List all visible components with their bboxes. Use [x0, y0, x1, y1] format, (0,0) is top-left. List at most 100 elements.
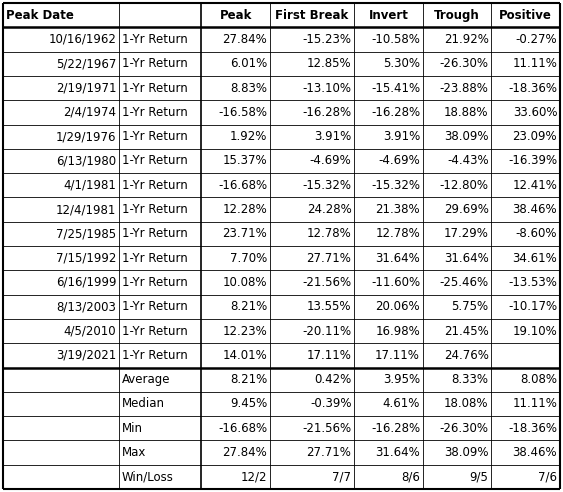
Text: 18.88%: 18.88%: [444, 106, 489, 119]
Text: 7.70%: 7.70%: [230, 251, 267, 265]
Text: -16.39%: -16.39%: [508, 154, 557, 167]
Text: 8.21%: 8.21%: [230, 300, 267, 313]
Text: -26.30%: -26.30%: [440, 57, 489, 70]
Text: -12.80%: -12.80%: [440, 179, 489, 192]
Text: First Break: First Break: [275, 9, 348, 22]
Text: Median: Median: [122, 398, 165, 410]
Text: -10.58%: -10.58%: [371, 33, 420, 46]
Text: 3.91%: 3.91%: [314, 130, 351, 143]
Text: -15.23%: -15.23%: [302, 33, 351, 46]
Text: 12.78%: 12.78%: [307, 227, 351, 241]
Text: -23.88%: -23.88%: [440, 82, 489, 94]
Text: 7/15/1992: 7/15/1992: [56, 251, 116, 265]
Text: Win/Loss: Win/Loss: [122, 470, 174, 483]
Text: 8.08%: 8.08%: [520, 373, 557, 386]
Text: -21.56%: -21.56%: [302, 276, 351, 289]
Text: 1-Yr Return: 1-Yr Return: [122, 325, 187, 338]
Text: 12.28%: 12.28%: [222, 203, 267, 216]
Text: 27.84%: 27.84%: [222, 446, 267, 459]
Text: 17.11%: 17.11%: [375, 349, 420, 362]
Text: 17.29%: 17.29%: [444, 227, 489, 241]
Text: 38.46%: 38.46%: [512, 446, 557, 459]
Text: 5.30%: 5.30%: [383, 57, 420, 70]
Text: 1-Yr Return: 1-Yr Return: [122, 349, 187, 362]
Text: Peak: Peak: [220, 9, 252, 22]
Text: 8.21%: 8.21%: [230, 373, 267, 386]
Text: -13.53%: -13.53%: [508, 276, 557, 289]
Text: -15.32%: -15.32%: [371, 179, 420, 192]
Text: -16.68%: -16.68%: [218, 422, 267, 435]
Text: 8/6: 8/6: [401, 470, 420, 483]
Text: 3.91%: 3.91%: [383, 130, 420, 143]
Text: 6.01%: 6.01%: [230, 57, 267, 70]
Text: 1-Yr Return: 1-Yr Return: [122, 251, 187, 265]
Text: 15.37%: 15.37%: [222, 154, 267, 167]
Text: 1-Yr Return: 1-Yr Return: [122, 179, 187, 192]
Text: 20.06%: 20.06%: [376, 300, 420, 313]
Text: 33.60%: 33.60%: [513, 106, 557, 119]
Text: 27.71%: 27.71%: [307, 446, 351, 459]
Text: 1-Yr Return: 1-Yr Return: [122, 130, 187, 143]
Text: 1-Yr Return: 1-Yr Return: [122, 33, 187, 46]
Text: -16.28%: -16.28%: [371, 106, 420, 119]
Text: Min: Min: [122, 422, 143, 435]
Text: -4.69%: -4.69%: [310, 154, 351, 167]
Text: -21.56%: -21.56%: [302, 422, 351, 435]
Text: -0.27%: -0.27%: [516, 33, 557, 46]
Text: 1-Yr Return: 1-Yr Return: [122, 203, 187, 216]
Text: 29.69%: 29.69%: [444, 203, 489, 216]
Text: -16.28%: -16.28%: [302, 106, 351, 119]
Text: Peak Date: Peak Date: [6, 9, 74, 22]
Text: 10/16/1962: 10/16/1962: [48, 33, 116, 46]
Text: 12.85%: 12.85%: [307, 57, 351, 70]
Text: 2/4/1974: 2/4/1974: [63, 106, 116, 119]
Text: 21.45%: 21.45%: [444, 325, 489, 338]
Text: 7/7: 7/7: [333, 470, 351, 483]
Text: 1-Yr Return: 1-Yr Return: [122, 227, 187, 241]
Text: 9.45%: 9.45%: [230, 398, 267, 410]
Text: 6/13/1980: 6/13/1980: [56, 154, 116, 167]
Text: 27.84%: 27.84%: [222, 33, 267, 46]
Text: 16.98%: 16.98%: [376, 325, 420, 338]
Text: 12.23%: 12.23%: [222, 325, 267, 338]
Text: 19.10%: 19.10%: [512, 325, 557, 338]
Text: 21.38%: 21.38%: [376, 203, 420, 216]
Text: 1-Yr Return: 1-Yr Return: [122, 300, 187, 313]
Text: Invert: Invert: [369, 9, 409, 22]
Text: 8.83%: 8.83%: [230, 82, 267, 94]
Text: -10.17%: -10.17%: [508, 300, 557, 313]
Text: 38.09%: 38.09%: [444, 130, 489, 143]
Text: 1-Yr Return: 1-Yr Return: [122, 82, 187, 94]
Text: 13.55%: 13.55%: [307, 300, 351, 313]
Text: 11.11%: 11.11%: [512, 57, 557, 70]
Text: 23.09%: 23.09%: [512, 130, 557, 143]
Text: 1-Yr Return: 1-Yr Return: [122, 154, 187, 167]
Text: -16.68%: -16.68%: [218, 179, 267, 192]
Text: 12.41%: 12.41%: [512, 179, 557, 192]
Text: 11.11%: 11.11%: [512, 398, 557, 410]
Text: 1-Yr Return: 1-Yr Return: [122, 276, 187, 289]
Text: 12/4/1981: 12/4/1981: [56, 203, 116, 216]
Text: 10.08%: 10.08%: [222, 276, 267, 289]
Text: -25.46%: -25.46%: [440, 276, 489, 289]
Text: Trough: Trough: [434, 9, 480, 22]
Text: 1.92%: 1.92%: [230, 130, 267, 143]
Text: 4/5/2010: 4/5/2010: [64, 325, 116, 338]
Text: Max: Max: [122, 446, 146, 459]
Text: -18.36%: -18.36%: [508, 422, 557, 435]
Text: -26.30%: -26.30%: [440, 422, 489, 435]
Text: 6/16/1999: 6/16/1999: [56, 276, 116, 289]
Text: 5.75%: 5.75%: [452, 300, 489, 313]
Text: -0.39%: -0.39%: [310, 398, 351, 410]
Text: -15.32%: -15.32%: [302, 179, 351, 192]
Text: 14.01%: 14.01%: [222, 349, 267, 362]
Text: -20.11%: -20.11%: [302, 325, 351, 338]
Text: 8.33%: 8.33%: [452, 373, 489, 386]
Text: 38.09%: 38.09%: [444, 446, 489, 459]
Text: 7/25/1985: 7/25/1985: [56, 227, 116, 241]
Text: 34.61%: 34.61%: [512, 251, 557, 265]
Text: 31.64%: 31.64%: [376, 446, 420, 459]
Text: 27.71%: 27.71%: [307, 251, 351, 265]
Text: 9/5: 9/5: [470, 470, 489, 483]
Text: 12/2: 12/2: [240, 470, 267, 483]
